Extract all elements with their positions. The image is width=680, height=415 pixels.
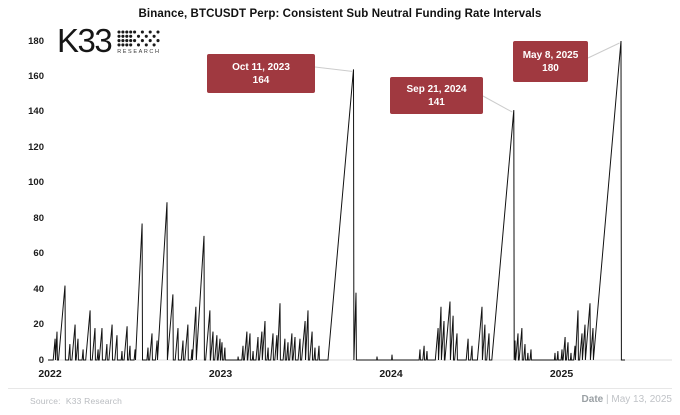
y-axis-tick-label: 0 <box>38 354 44 366</box>
y-axis-tick-label: 60 <box>33 248 44 260</box>
callout-leader-lines <box>314 42 620 113</box>
y-axis-tick-label: 40 <box>33 283 44 295</box>
x-axis-tick-label: 2025 <box>549 368 574 380</box>
y-axis-tick-label: 160 <box>28 70 44 82</box>
callout-date: Sep 21, 2024 <box>406 83 467 95</box>
callout-value: 180 <box>542 62 559 74</box>
report-date: Date | May 13, 2025 <box>582 394 672 405</box>
source-credit: Source: K33 Research <box>30 396 122 406</box>
date-label: Date <box>581 394 604 405</box>
date-separator: | <box>606 394 609 405</box>
y-axis-tick-label: 120 <box>28 141 44 153</box>
callout-date: May 8, 2025 <box>522 49 579 61</box>
date-value: May 13, 2025 <box>611 394 672 405</box>
k33-logo-mark: RESEARCH <box>117 30 161 55</box>
footer-divider <box>8 388 672 389</box>
callout-value: 164 <box>252 74 270 86</box>
callout-sep-21-2024: Sep 21, 2024 141 <box>390 77 483 114</box>
callout-date: Oct 11, 2023 <box>232 61 290 73</box>
x-axis-tick-label: 2023 <box>208 368 233 380</box>
callout-oct-11-2023: Oct 11, 2023 164 <box>207 54 315 93</box>
data-series-line <box>48 40 625 361</box>
chart-title: Binance, BTCUSDT Perp: Consistent Sub Ne… <box>138 8 542 20</box>
source-value: K33 Research <box>65 396 123 406</box>
callout-value: 141 <box>428 96 445 108</box>
y-axis-tick-label: 80 <box>33 212 44 224</box>
y-axis-tick-label: 180 <box>28 35 44 47</box>
k33-logo-text: K33 <box>57 22 113 59</box>
callout-leader-line <box>482 95 513 113</box>
y-axis-tick-label: 100 <box>28 177 44 189</box>
k33-dot-matrix-icon <box>117 30 160 47</box>
y-axis-tick-label: 140 <box>28 106 44 118</box>
x-axis-tick-label: 2024 <box>379 368 403 380</box>
source-label: Source: <box>30 396 61 406</box>
callout-leader-line <box>587 42 620 59</box>
x-axis-tick-label: 2022 <box>38 368 62 380</box>
callout-may-8-2025: May 8, 2025 180 <box>513 41 588 82</box>
y-axis-tick-label: 20 <box>33 319 44 331</box>
callout-leader-line <box>314 66 353 72</box>
k33-logo-subtext: RESEARCH <box>117 49 161 55</box>
k33-logo: K33 RESEARCH <box>57 22 161 59</box>
